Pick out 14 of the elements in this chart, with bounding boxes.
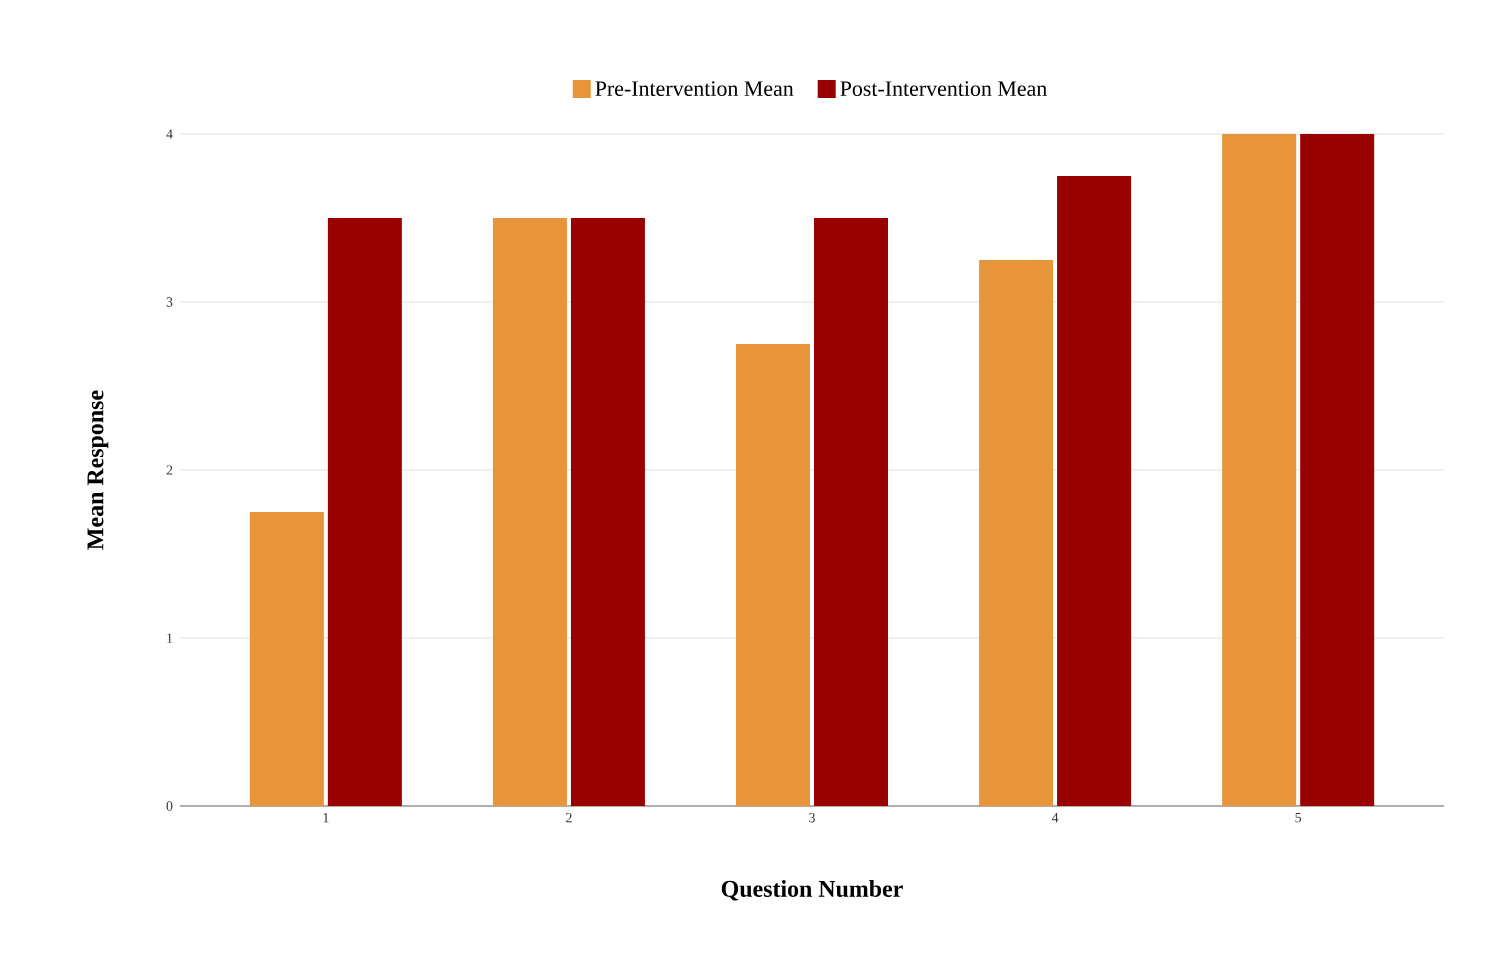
x-axis-title: Question Number — [721, 880, 903, 901]
bar — [1222, 134, 1297, 806]
bar — [1300, 134, 1375, 806]
bar — [249, 512, 324, 806]
bar — [979, 260, 1054, 806]
bar — [492, 218, 567, 806]
bar — [814, 218, 889, 806]
y-axis-title: Mean Response — [87, 390, 109, 550]
bar — [736, 344, 811, 806]
bar — [1057, 176, 1132, 806]
bar — [570, 218, 645, 806]
legend-label: Post-Intervention Mean — [840, 81, 1047, 96]
bar — [327, 218, 402, 806]
legend-label: Pre-Intervention Mean — [595, 81, 794, 96]
